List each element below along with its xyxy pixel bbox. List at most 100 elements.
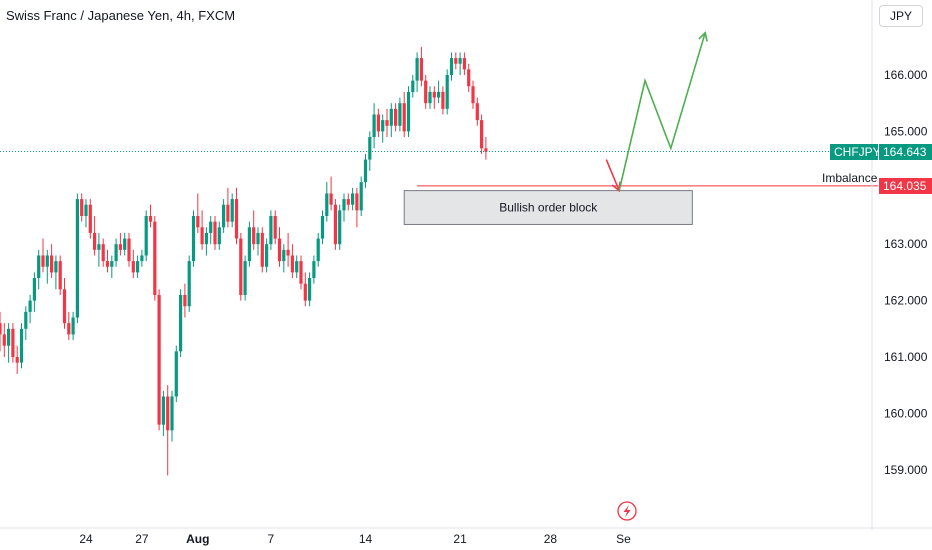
candle [312,255,316,284]
candle-body [308,278,312,301]
candle [467,63,471,92]
candle-body [432,91,436,98]
candle-body [179,294,183,352]
candle-body [131,261,135,273]
candle [411,75,415,98]
candle-body [196,216,200,228]
candle [437,80,441,104]
candle [462,52,466,75]
candle-body [411,80,415,92]
candle-body [273,216,277,239]
candle [11,323,15,363]
candle [290,244,294,279]
candle-body [213,221,217,245]
candle-body [41,255,45,267]
candle [346,193,350,211]
candle-body [359,182,363,211]
candle-body [45,255,49,267]
candle [19,323,24,369]
candle [351,187,355,211]
candle [243,255,247,301]
candle-body [222,204,226,228]
candle-body [329,193,333,205]
candle-body [114,244,118,262]
candle-body [200,227,204,245]
candle [252,210,256,250]
candle [123,232,127,256]
candle [338,204,342,250]
candle-body [462,58,466,70]
candle-body [153,221,157,295]
chart-title: Swiss Franc / Japanese Yen, 4h, FXCM [6,8,236,23]
candle-body [204,232,208,245]
candle-body [269,216,273,245]
currency-button[interactable]: JPY [879,5,923,27]
candle-body [325,193,329,216]
candle [441,86,445,115]
candle [45,249,49,284]
candle [144,210,148,262]
candle-body [316,238,320,262]
candle-body [394,108,398,126]
candle-body [161,396,165,425]
candle-body [376,114,380,132]
candle-body [11,328,15,357]
candle-body [351,193,355,205]
candle [75,193,79,324]
candle [256,227,260,256]
candle-body [75,199,79,318]
candle-body [342,199,346,211]
candle-body [88,204,92,233]
candle-body [37,255,41,279]
candle-body [80,199,84,216]
annotations-layer: Bullish order block [0,31,878,225]
candle-body [295,261,299,273]
time-axis: 24 27 Aug 7 14 21 28 Se [0,527,932,546]
candle-body [333,204,337,245]
candle-body [424,80,428,104]
candle-body [136,261,140,273]
candle [449,52,454,81]
candle [213,216,217,250]
candle [110,255,114,279]
candle [62,278,67,329]
candle [157,289,161,431]
time-tick-label: Aug [186,532,209,546]
candle [394,103,398,132]
candle-body [62,289,67,324]
candle-body [428,91,432,104]
candle [226,187,230,228]
candle [196,193,200,233]
candle [484,137,488,160]
candle-body [299,261,303,284]
candle [15,345,19,374]
imbalance-label: Imbalance [822,171,878,185]
candle-body [247,227,251,262]
candle [282,244,286,273]
candle [191,210,196,267]
candle [333,199,337,250]
candle-body [320,216,325,239]
candle-body [398,103,402,126]
candle [445,69,449,115]
projection-up-arrow [618,31,708,191]
candle-body [290,255,294,273]
candle [475,97,479,126]
candle [363,153,368,188]
candle [161,390,165,436]
bolt-icon[interactable] [617,501,637,521]
candle [316,232,320,267]
candle [118,232,122,256]
candle [97,232,101,267]
candle-body [372,114,376,138]
candle-body [54,261,58,273]
candle [153,216,157,301]
candle-body [58,261,62,290]
candle [376,108,380,138]
candle [277,227,282,267]
candle-body [101,244,105,262]
candle [54,255,58,290]
bolt-icon-glyph [623,505,631,518]
candle-body [239,238,243,295]
